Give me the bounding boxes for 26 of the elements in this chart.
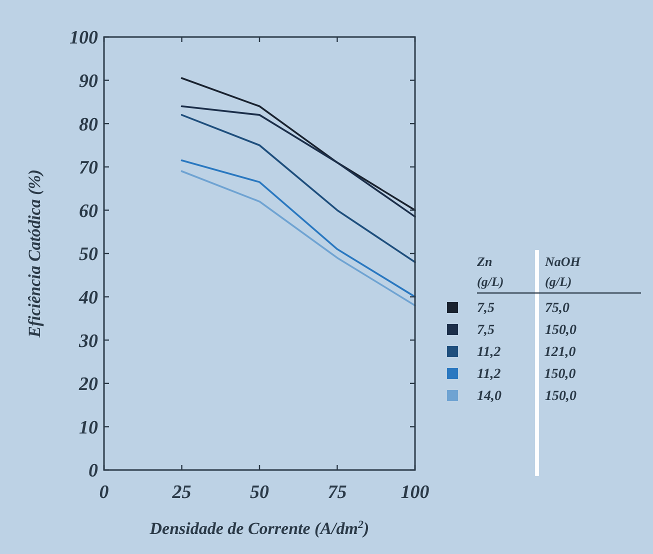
y-axis-title: Eficiência Catódica (%) — [25, 169, 44, 339]
line-series — [180, 77, 416, 212]
x-tick-label: 75 — [328, 482, 348, 503]
y-tick-label: 70 — [79, 158, 98, 179]
x-axis-title: Densidade de Corrente (A/dm$^{2}$) — [148, 519, 370, 538]
text: 11,2 121,0 — [477, 345, 576, 360]
x-tick-label: 25 — [171, 482, 192, 503]
text: 11,2 150,0 — [477, 367, 576, 382]
y-tick-label: 40 — [78, 287, 98, 308]
y-tick-label: 10 — [79, 417, 98, 438]
text: 7,5 75,0 — [477, 301, 570, 316]
x-tick-label: 100 — [400, 482, 430, 503]
line-series — [180, 114, 416, 264]
x-tick-label: 50 — [250, 482, 270, 503]
y-tick-label: 60 — [79, 200, 98, 222]
text: 7,5 150,0 — [477, 323, 576, 338]
y-tick-label: 50 — [79, 244, 98, 266]
y-tick-label: 30 — [78, 330, 98, 352]
text: Zn (g/L) NaOH (g/L) — [477, 254, 580, 289]
y-tick-label: 20 — [78, 374, 98, 396]
line-series — [180, 105, 416, 218]
y-tick-label: 0 — [88, 460, 98, 482]
y-tick-label: 100 — [70, 28, 98, 49]
y-tick-label: 90 — [79, 70, 98, 92]
text: 14,0 150,0 — [477, 389, 576, 404]
y-tick-label: 80 — [79, 114, 98, 136]
